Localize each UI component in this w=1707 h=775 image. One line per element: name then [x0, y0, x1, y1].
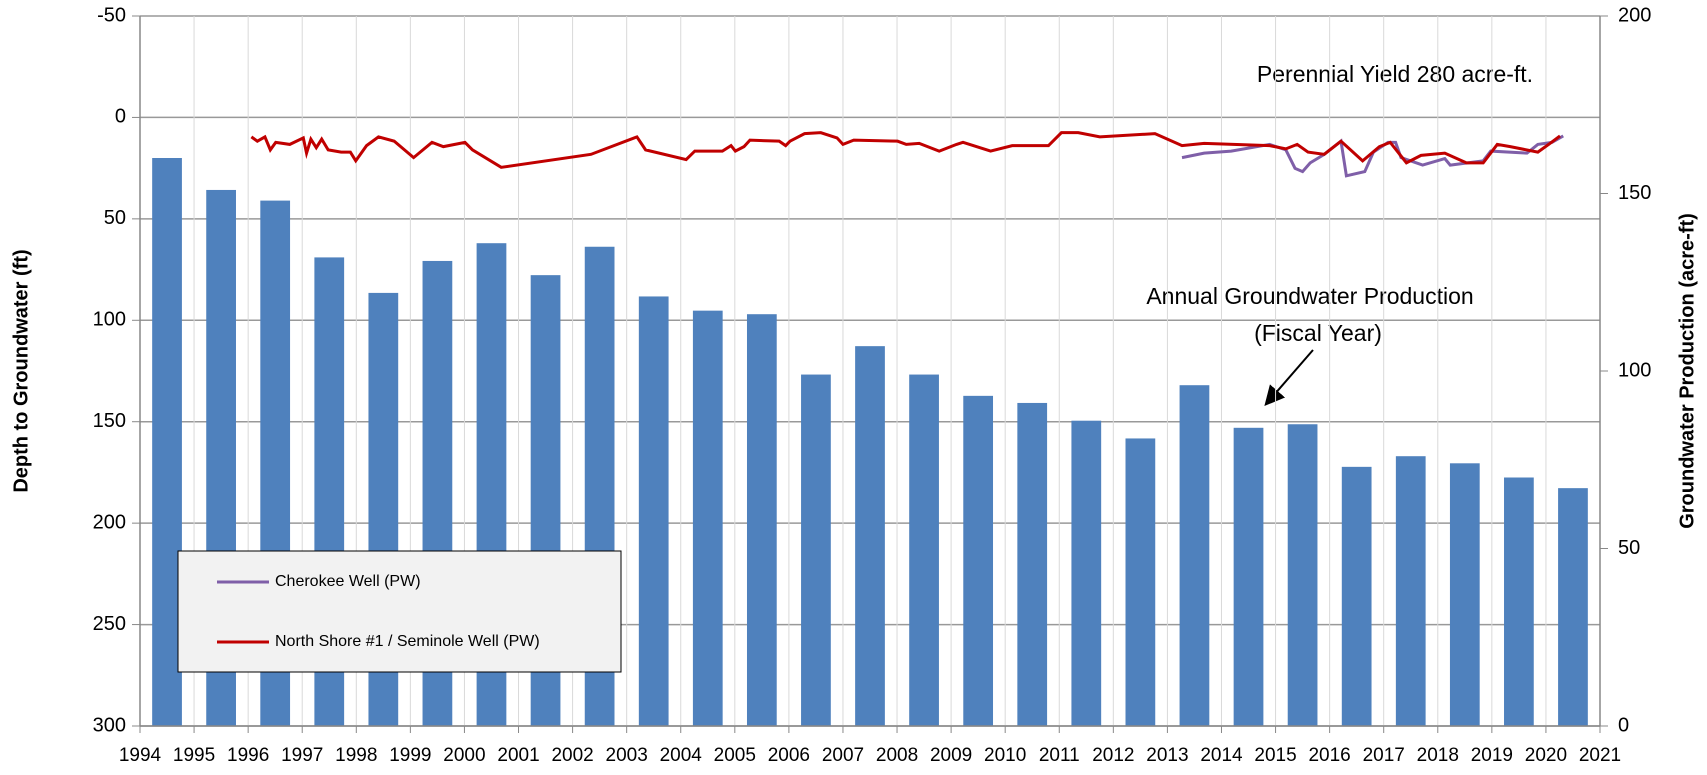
annotation: (Fiscal Year) — [1254, 320, 1382, 346]
y-tick-label: 100 — [93, 309, 126, 331]
bar — [1179, 385, 1210, 726]
y-tick-label: 0 — [115, 106, 126, 128]
x-tick-label: 2005 — [714, 745, 756, 766]
bar — [1017, 402, 1048, 726]
bar — [963, 395, 994, 726]
bar — [1071, 420, 1102, 726]
x-tick-label: 2014 — [1200, 745, 1243, 766]
x-tick-label: 2003 — [606, 745, 648, 766]
line-series — [250, 131, 1561, 169]
annotation: Perennial Yield 280 acre-ft. — [1257, 61, 1533, 87]
bar — [1395, 456, 1426, 726]
x-tick-label: 2006 — [768, 745, 810, 766]
bar — [1558, 488, 1588, 726]
y2-tick-label: 200 — [1618, 4, 1651, 26]
x-tick-label: 2009 — [930, 745, 972, 766]
y2-tick-label: 150 — [1618, 182, 1651, 204]
x-tick-label: 2016 — [1308, 745, 1350, 766]
bar — [1287, 424, 1318, 726]
x-tick-label: 2008 — [876, 745, 918, 766]
x-tick-label: 2012 — [1092, 745, 1134, 766]
y2-tick-label: 100 — [1618, 359, 1651, 381]
legend-label: North Shore #1 / Seminole Well (PW) — [275, 633, 540, 650]
x-tick-label: 2011 — [1039, 745, 1080, 766]
bar — [1449, 463, 1480, 726]
bar — [1504, 477, 1534, 726]
x-tick-label: 2020 — [1525, 745, 1567, 766]
legend-box — [177, 550, 622, 673]
bar — [855, 346, 885, 726]
x-tick-label: 2000 — [443, 745, 485, 766]
legend-label: Cherokee Well (PW) — [275, 573, 421, 590]
bar — [692, 310, 723, 726]
y2-axis-title: Groundwater Production (acre-ft) — [1676, 213, 1698, 529]
x-tick-label: 2002 — [551, 745, 593, 766]
y-tick-label: -50 — [97, 4, 126, 26]
x-tick-label: 1996 — [227, 745, 269, 766]
annotation-arrow — [1264, 349, 1314, 407]
y-tick-label: 200 — [93, 511, 126, 533]
x-tick-label: 2019 — [1471, 745, 1513, 766]
x-tick-label: 2013 — [1146, 745, 1188, 766]
y2-tick-label: 50 — [1618, 537, 1640, 559]
x-tick-label: 2007 — [822, 745, 864, 766]
x-tick-label: 1997 — [281, 745, 323, 766]
bar — [746, 314, 777, 726]
x-tick-label: 2021 — [1579, 745, 1621, 766]
y-tick-label: 150 — [93, 410, 126, 432]
bar — [1125, 438, 1156, 726]
x-tick-label: 2018 — [1417, 745, 1459, 766]
legend: Cherokee Well (PW) North Shore #1 / Semin… — [177, 550, 622, 673]
x-tick-label: 1998 — [335, 745, 377, 766]
x-tick-label: 2004 — [660, 745, 703, 766]
y-tick-label: 50 — [104, 207, 126, 229]
x-tick-label: 2001 — [497, 745, 539, 766]
y2-tick-label: 0 — [1618, 714, 1629, 736]
y-tick-label: 300 — [93, 714, 126, 736]
line-series — [1181, 134, 1564, 178]
annotation: Annual Groundwater Production — [1146, 283, 1473, 309]
bar — [909, 374, 939, 726]
x-tick-label: 1995 — [173, 745, 215, 766]
y-tick-label: 250 — [93, 613, 126, 635]
bar — [638, 296, 669, 726]
bar — [1233, 427, 1264, 726]
bar — [801, 374, 831, 726]
x-tick-label: 2015 — [1254, 745, 1296, 766]
y-axis-title: Depth to Groundwater (ft) — [10, 249, 32, 492]
x-tick-label: 1999 — [389, 745, 431, 766]
x-tick-label: 2017 — [1363, 745, 1405, 766]
bar — [152, 158, 182, 726]
x-tick-label: 1994 — [119, 745, 162, 766]
x-tick-label: 2010 — [984, 745, 1026, 766]
bar — [1341, 466, 1372, 726]
